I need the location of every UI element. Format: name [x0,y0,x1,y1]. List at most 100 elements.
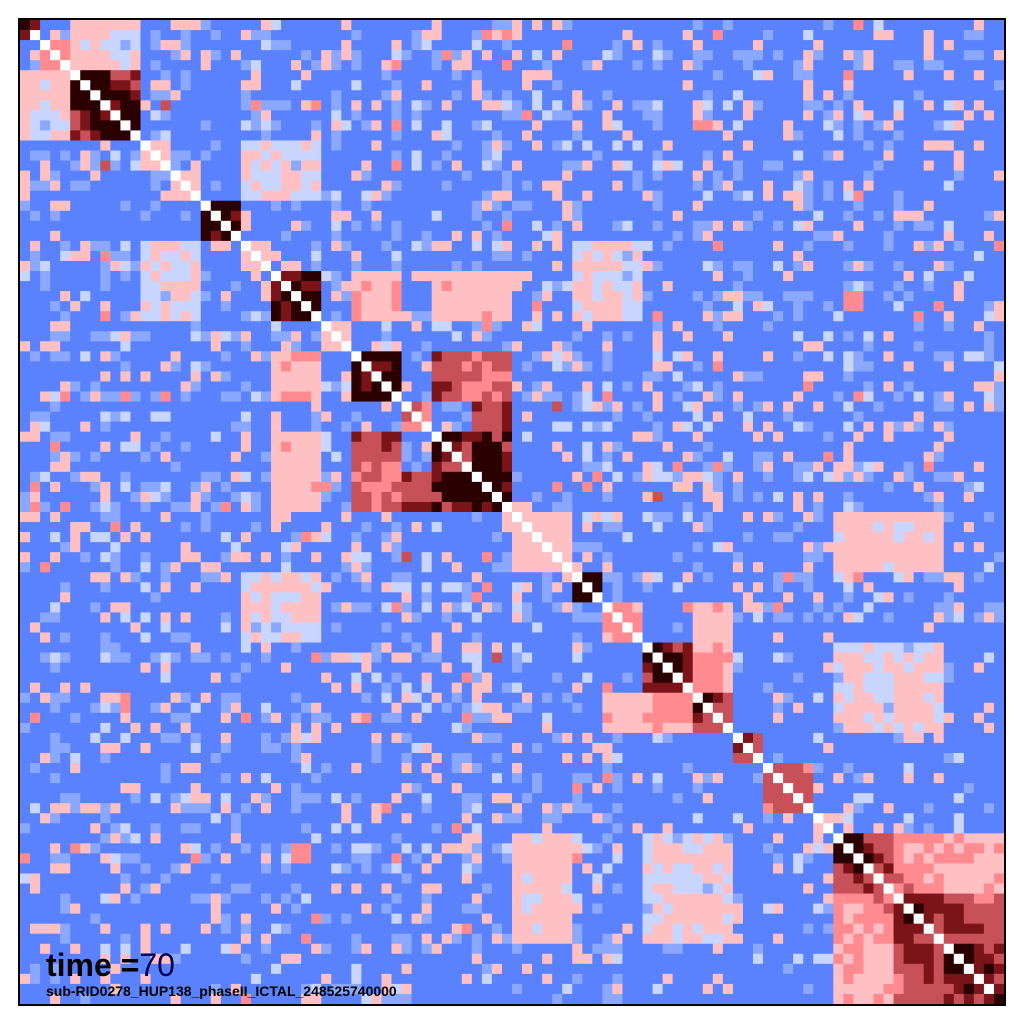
diagonal-cell [321,321,332,332]
heatmap-cell [200,391,212,402]
heatmap-cell [210,391,222,402]
heatmap-cell [803,110,814,121]
heatmap-cell [732,351,744,362]
heatmap-cell [642,130,653,141]
heatmap-cell [612,311,623,322]
heatmap-cell [70,451,81,463]
heatmap-cell [120,481,131,493]
heatmap-cell [361,260,372,272]
heatmap-cell [130,20,141,31]
heatmap-cell [692,190,704,202]
heatmap-cell [903,120,915,131]
heatmap-cell [843,351,854,362]
heatmap-cell [612,110,623,121]
heatmap-cell [60,30,71,41]
heatmap-cell [632,110,643,121]
heatmap-cell [431,271,443,282]
heatmap-cell [20,170,31,182]
heatmap-cell [431,250,443,262]
heatmap-cell [853,391,864,402]
heatmap-cell [421,260,433,272]
heatmap-cell [993,180,1005,192]
heatmap-cell [823,260,834,272]
heatmap-cell [813,230,824,242]
heatmap-cell [471,451,483,463]
heatmap-cell [853,180,864,192]
heatmap-cell [160,431,172,443]
heatmap-cell [823,421,834,433]
heatmap-cell [923,200,935,212]
heatmap-cell [602,421,613,433]
heatmap-cell [773,331,784,342]
heatmap-cell [732,30,744,41]
heatmap-cell [642,30,653,41]
heatmap-cell [421,321,433,332]
heatmap-cell [602,311,613,322]
heatmap-cell [130,90,141,101]
heatmap-cell [441,421,453,433]
heatmap-cell [381,140,392,151]
heatmap-cell [732,100,744,111]
heatmap-cell [763,411,774,423]
heatmap-cell [391,501,402,513]
heatmap-cell [471,311,483,322]
heatmap-cell [662,120,674,131]
heatmap-cell [130,200,141,212]
heatmap-cell [90,80,101,91]
heatmap-cell [662,431,674,443]
heatmap-cell [341,441,352,453]
heatmap-cell [913,240,925,252]
heatmap-cell [371,110,382,121]
heatmap-cell [210,160,222,172]
heatmap-cell [40,461,51,473]
heatmap-cell [873,220,884,232]
heatmap-cell [391,361,402,372]
heatmap-cell [80,120,91,131]
heatmap-cell [30,100,41,111]
heatmap-cell [983,100,995,111]
heatmap-cell [60,522,71,533]
heatmap-cell [783,40,794,51]
heatmap-cell [883,110,894,121]
heatmap-cell [572,180,583,192]
heatmap-cell [923,441,935,453]
heatmap-cell [903,401,915,412]
heatmap-cell [130,180,141,192]
heatmap-cell [311,20,322,31]
heatmap-cell [963,431,975,443]
heatmap-cell [542,451,553,463]
heatmap-cell [220,522,232,533]
heatmap-cell [100,240,111,252]
heatmap-cell [823,130,834,141]
heatmap-cell [742,130,754,141]
heatmap-cell [963,190,975,202]
heatmap-cell [993,421,1005,433]
heatmap-cell [602,481,613,493]
heatmap-cell [80,190,91,202]
heatmap-cell [371,240,382,252]
heatmap-cell [532,30,543,41]
heatmap-cell [522,361,533,372]
heatmap-cell [130,70,141,81]
heatmap-cell [692,301,704,312]
heatmap-cell [491,501,503,513]
heatmap-cell [431,180,443,192]
heatmap-cell [381,180,392,192]
heatmap-cell [401,461,412,473]
heatmap-cell [60,40,71,51]
heatmap-cell [250,120,262,131]
heatmap-cell [602,351,613,362]
heatmap-cell [783,512,794,523]
heatmap-cell [913,190,925,202]
heatmap-cell [120,50,131,61]
heatmap-cell [652,50,664,61]
heatmap-cell [702,361,714,372]
heatmap-cell [220,80,232,91]
heatmap-cell [461,80,473,91]
heatmap-cell [913,230,925,242]
heatmap-cell [712,160,724,172]
heatmap-cell [763,341,774,352]
heatmap-cell [672,381,684,392]
heatmap-cell [702,120,714,131]
heatmap-cell [712,190,724,202]
